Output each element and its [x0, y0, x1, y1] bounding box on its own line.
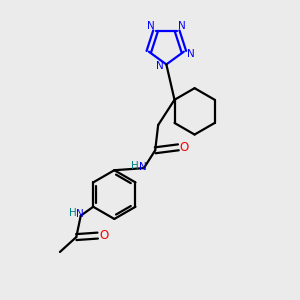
Text: N: N — [76, 209, 84, 219]
Text: H: H — [131, 161, 139, 171]
Text: O: O — [99, 229, 108, 242]
Text: N: N — [140, 162, 147, 172]
Text: N: N — [156, 61, 164, 71]
Text: H: H — [68, 208, 76, 218]
Text: O: O — [180, 141, 189, 154]
Text: N: N — [147, 21, 154, 31]
Text: N: N — [187, 49, 194, 59]
Text: N: N — [178, 21, 186, 31]
